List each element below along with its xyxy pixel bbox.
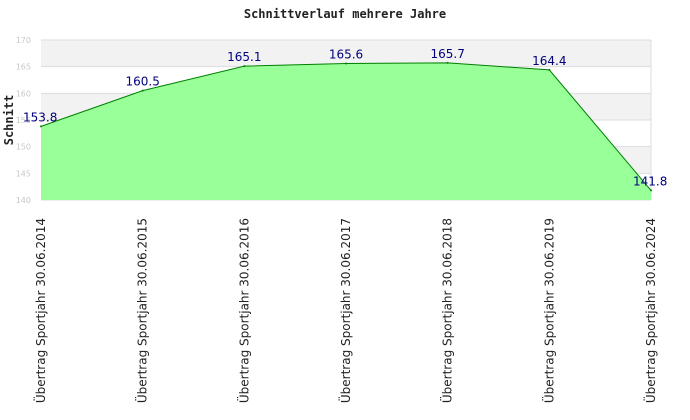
x-tick-label-2: Übertrag Sportjahr 30.06.2016 xyxy=(235,218,251,403)
data-label-3: 165.6 xyxy=(329,47,363,61)
y-tick-label-1: 145 xyxy=(16,169,31,178)
data-label-0: 153.8 xyxy=(23,110,57,124)
data-point-0 xyxy=(40,125,42,128)
data-point-4 xyxy=(446,61,449,64)
data-point-3 xyxy=(345,62,347,65)
data-point-5 xyxy=(548,68,551,71)
y-axis-ticks: 140 145 150 155 160 165 170 xyxy=(16,36,31,205)
x-tick-label-5: Übertrag Sportjahr 30.06.2019 xyxy=(540,218,556,403)
x-axis-ticks: Übertrag Sportjahr 30.06.2014 Übertrag Sp… xyxy=(32,218,658,403)
x-tick-label-4: Übertrag Sportjahr 30.06.2018 xyxy=(439,218,455,403)
y-tick-label-6: 170 xyxy=(16,36,31,45)
x-tick-label-3: Übertrag Sportjahr 30.06.2017 xyxy=(337,218,353,403)
data-labels: 153.8 160.5 165.1 165.6 165.7 164.4 141.8 xyxy=(23,47,667,188)
data-label-5: 164.4 xyxy=(532,54,566,68)
chart-title: Schnittverlauf mehrere Jahre xyxy=(244,7,446,21)
y-tick-label-5: 165 xyxy=(16,63,31,72)
y-tick-label-4: 160 xyxy=(16,89,31,98)
data-label-2: 165.1 xyxy=(227,50,261,64)
grid-band-5 xyxy=(41,40,651,67)
data-point-1 xyxy=(141,89,144,92)
data-label-6: 141.8 xyxy=(633,174,667,188)
x-tick-label-0: Übertrag Sportjahr 30.06.2014 xyxy=(32,218,48,403)
x-tick-label-1: Übertrag Sportjahr 30.06.2015 xyxy=(134,218,150,403)
data-point-6 xyxy=(650,189,652,192)
series-layer xyxy=(40,61,652,200)
y-tick-label-3: 155 xyxy=(16,116,31,125)
data-point-2 xyxy=(243,65,246,68)
y-tick-label-0: 140 xyxy=(16,196,31,205)
y-axis-label: Schnitt xyxy=(2,95,16,146)
x-tick-label-6: Übertrag Sportjahr 30.06.2024 xyxy=(642,218,658,403)
series-area-fill xyxy=(41,62,651,200)
data-label-1: 160.5 xyxy=(125,75,159,89)
data-label-4: 165.7 xyxy=(430,47,464,61)
y-tick-label-2: 150 xyxy=(16,143,31,152)
